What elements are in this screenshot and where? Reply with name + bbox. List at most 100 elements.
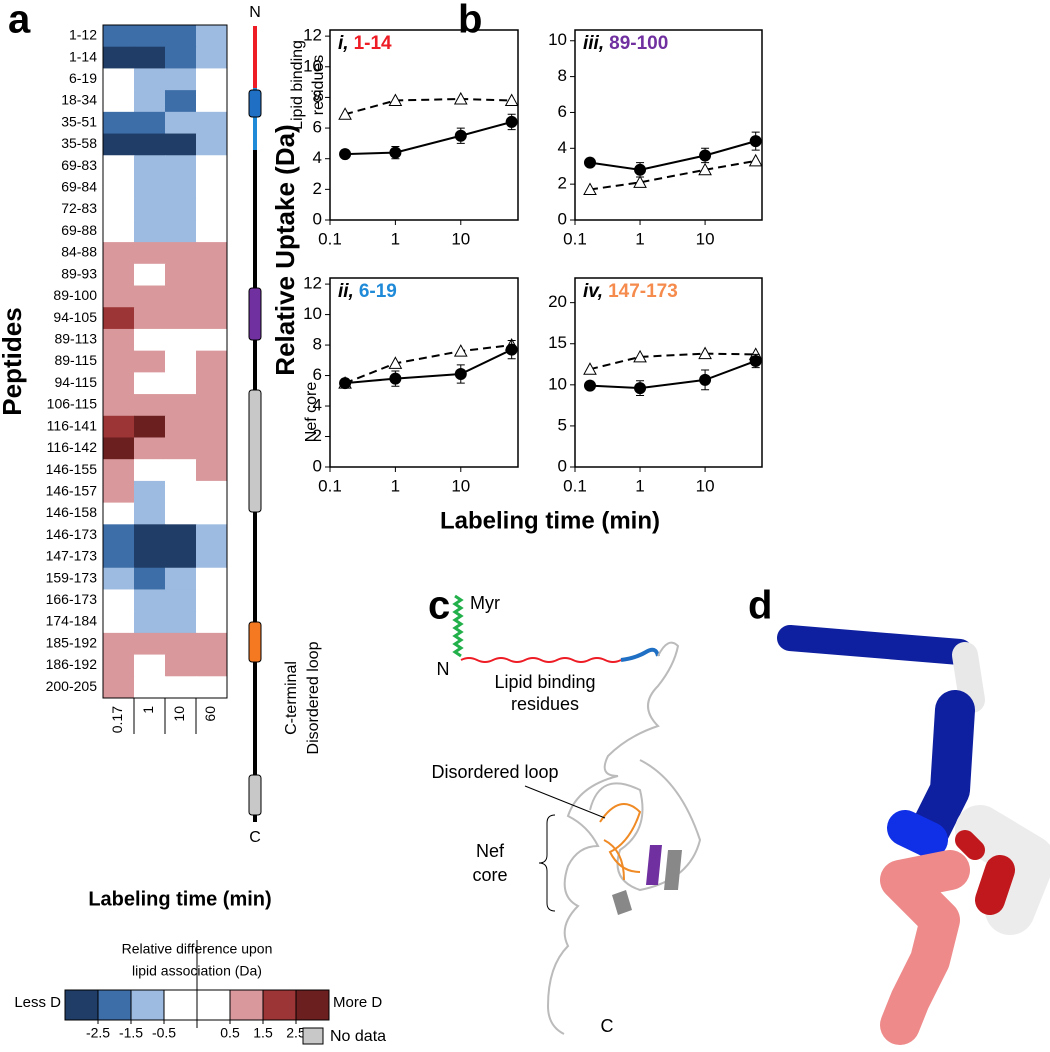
x-tick-label: 10 (171, 706, 187, 722)
surface (887, 810, 948, 858)
row-label: 200-205 (46, 678, 98, 694)
structure-label: Myr (470, 593, 500, 613)
y-tick-label: 10 (548, 374, 567, 393)
title-prefix: ii, (338, 281, 354, 302)
structure-d (777, 625, 1050, 1045)
marker (749, 354, 762, 367)
series-line (589, 140, 756, 171)
heat-cell (103, 632, 135, 656)
heat-cell (103, 654, 135, 677)
heat-cell (103, 90, 135, 113)
heat-cell (103, 676, 135, 699)
heat-cell (165, 676, 197, 699)
legend-tick-label: 2.5 (286, 1025, 306, 1041)
heat-cell (134, 459, 166, 482)
heat-cell (196, 437, 228, 460)
y-tick-label: 12 (303, 26, 322, 45)
title-peptide: 6-19 (359, 281, 397, 302)
heat-cell (165, 394, 197, 417)
heat-cell (196, 502, 228, 525)
heat-cell (196, 155, 228, 178)
surface (880, 850, 970, 1045)
marker (453, 91, 468, 105)
heat-cell (196, 90, 228, 113)
heat-cell (134, 25, 166, 48)
marker (698, 346, 712, 360)
panel-label: c (428, 584, 450, 628)
heat-cell (134, 567, 166, 590)
y-tick-label: 10 (303, 304, 322, 323)
heat-cell (196, 415, 228, 438)
annotation: residues (310, 55, 327, 115)
y-tick-label: 10 (548, 30, 567, 49)
marker (389, 146, 402, 159)
heat-cell (196, 394, 228, 417)
y-tick-label: 5 (558, 415, 567, 434)
heat-cell (103, 459, 135, 482)
heat-cell (134, 632, 166, 656)
title-peptide: 147-173 (608, 281, 678, 302)
series-line (344, 344, 512, 385)
heat-cell (165, 220, 197, 243)
x-tick-label: 1 (635, 229, 644, 248)
heat-cell (103, 328, 135, 352)
series-line (344, 97, 512, 116)
heat-cell (196, 567, 228, 590)
heat-cell (196, 176, 228, 200)
title-prefix: i, (338, 33, 349, 54)
helix (612, 890, 632, 915)
heat-cell (196, 198, 228, 221)
heat-cell (103, 176, 135, 200)
x-tick-label: 10 (696, 229, 715, 248)
domain-box (248, 621, 262, 663)
annotation: Nef core (303, 382, 320, 443)
heat-cell (134, 111, 166, 135)
marker (583, 362, 597, 375)
domain-box (248, 774, 262, 816)
backbone (589, 759, 702, 892)
y-axis-title: Relative Uptake (Da) (270, 124, 300, 375)
marker (388, 93, 403, 106)
heat-cell (165, 459, 197, 482)
heat-cell (134, 155, 166, 178)
loop (603, 839, 625, 881)
title-peptide: 89-100 (609, 33, 668, 54)
row-label: 89-113 (54, 330, 97, 346)
annotation: C-terminal (283, 661, 300, 735)
y-tick-label: 4 (558, 138, 567, 157)
row-label: 159-173 (46, 569, 98, 585)
heat-cell (134, 307, 166, 330)
marker (583, 156, 596, 169)
row-label: 89-115 (54, 352, 97, 368)
heat-cell (134, 263, 166, 287)
y-tick-label: 15 (548, 333, 567, 352)
marker (339, 148, 352, 161)
legend-tick-label: -2.5 (86, 1025, 110, 1041)
heat-cell (103, 220, 135, 243)
series-line (344, 348, 513, 385)
heat-cell (134, 176, 166, 200)
heat-cell (134, 90, 166, 113)
y-tick-label: 10 (303, 56, 322, 75)
marker (699, 373, 712, 386)
y-tick-label: 8 (558, 66, 567, 85)
legend-swatch (64, 989, 99, 1021)
heat-cell (103, 394, 135, 417)
heat-cell (103, 307, 135, 330)
legend-tick-label: 0.5 (220, 1025, 240, 1041)
heat-cell (165, 437, 197, 460)
heat-cell (165, 546, 197, 569)
marker (454, 129, 467, 142)
surface (955, 805, 1050, 935)
structure-label: Disordered loop (431, 762, 558, 782)
plot-frame (329, 277, 519, 468)
heat-cell (196, 328, 228, 352)
backbone (546, 641, 680, 1035)
legend-tick-label: 1.5 (253, 1025, 273, 1041)
structure-label: Lipid binding (494, 672, 595, 692)
heat-cell (103, 415, 135, 438)
legend-left: Less D (14, 994, 61, 1011)
row-label: 1-12 (69, 27, 97, 43)
row-label: 166-173 (46, 591, 98, 607)
heat-cell (134, 589, 166, 612)
